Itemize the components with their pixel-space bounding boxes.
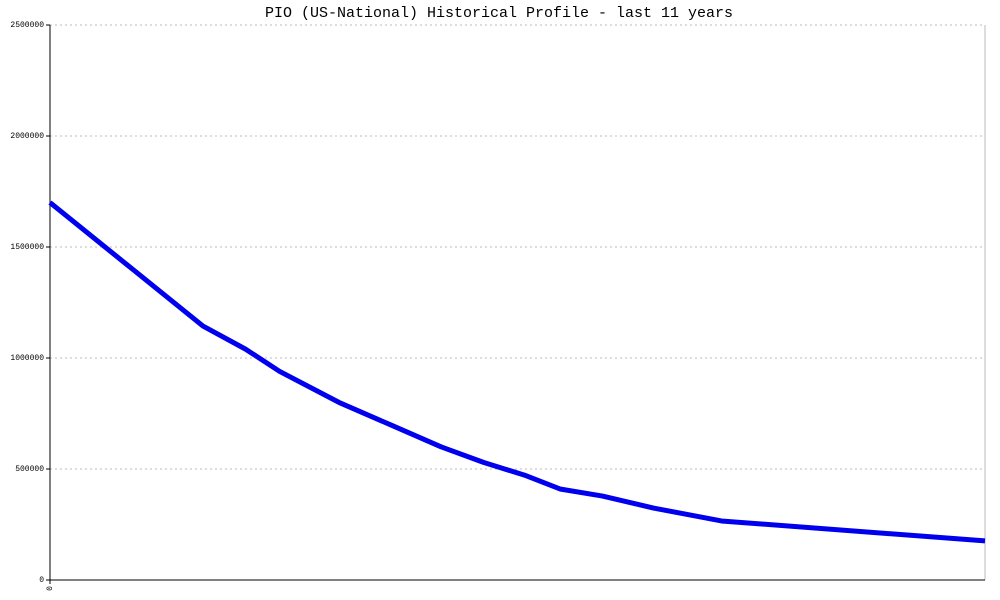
y-tick-label: 0 [39,576,44,585]
x-tick-label: 0 [46,586,55,591]
chart-title: PIO (US-National) Historical Profile - l… [265,5,733,22]
y-tick-label: 2500000 [10,21,44,30]
data-line [48,200,986,544]
y-tick-label: 500000 [15,465,44,474]
y-tick-label: 1500000 [10,243,44,252]
y-tick-label: 1000000 [10,354,44,363]
y-tick-label: 2000000 [10,132,44,141]
